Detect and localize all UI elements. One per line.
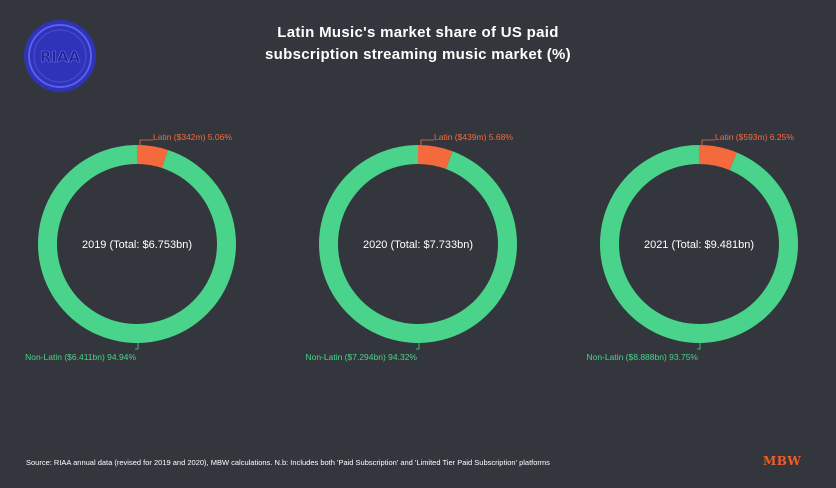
- donut-center-label: 2020 (Total: $7.733bn): [363, 239, 473, 251]
- latin-slice: [137, 145, 168, 169]
- non-latin-slice-label: Non-Latin ($6.411bn) 94.94%: [25, 352, 136, 362]
- riaa-logo-icon: RIAA: [24, 20, 96, 92]
- latin-slice-label: Latin ($593m) 6.25%: [715, 132, 794, 142]
- mbw-logo: MBW: [763, 454, 802, 468]
- latin-slice: [699, 145, 737, 171]
- latin-slice: [418, 145, 453, 170]
- non-latin-slice-label: Non-Latin ($8.888bn) 93.75%: [586, 352, 698, 362]
- donut-chart-1: Latin ($342m) 5.06% Non-Latin ($6.411bn) …: [25, 132, 236, 362]
- chart-title-line-1: Latin Music's market share of US paid: [277, 24, 559, 41]
- riaa-logo-text: RIAA: [40, 48, 81, 66]
- donut-chart-2: Latin ($439m) 5.68% Non-Latin ($7.294bn) …: [305, 132, 517, 362]
- donut-center-label: 2021 (Total: $9.481bn): [644, 239, 754, 251]
- non-latin-label-leader: [416, 343, 420, 350]
- latin-label-leader: [139, 139, 153, 145]
- non-latin-label-leader: [135, 343, 139, 350]
- non-latin-slice-label: Non-Latin ($7.294bn) 94.32%: [305, 352, 417, 362]
- source-note: Source: RIAA annual data (revised for 20…: [26, 458, 550, 467]
- latin-slice-label: Latin ($439m) 5.68%: [434, 132, 513, 142]
- latin-label-leader: [420, 139, 434, 145]
- donut-center-label: 2019 (Total: $6.753bn): [82, 239, 192, 251]
- chart-title-line-2: subscription streaming music market (%): [265, 46, 571, 63]
- latin-label-leader: [701, 139, 715, 145]
- chart-title: Latin Music's market share of US paid su…: [0, 22, 836, 66]
- non-latin-label-leader: [697, 343, 701, 350]
- donut-chart-3: Latin ($593m) 6.25% Non-Latin ($8.888bn) …: [586, 132, 799, 362]
- latin-slice-label: Latin ($342m) 5.06%: [153, 132, 232, 142]
